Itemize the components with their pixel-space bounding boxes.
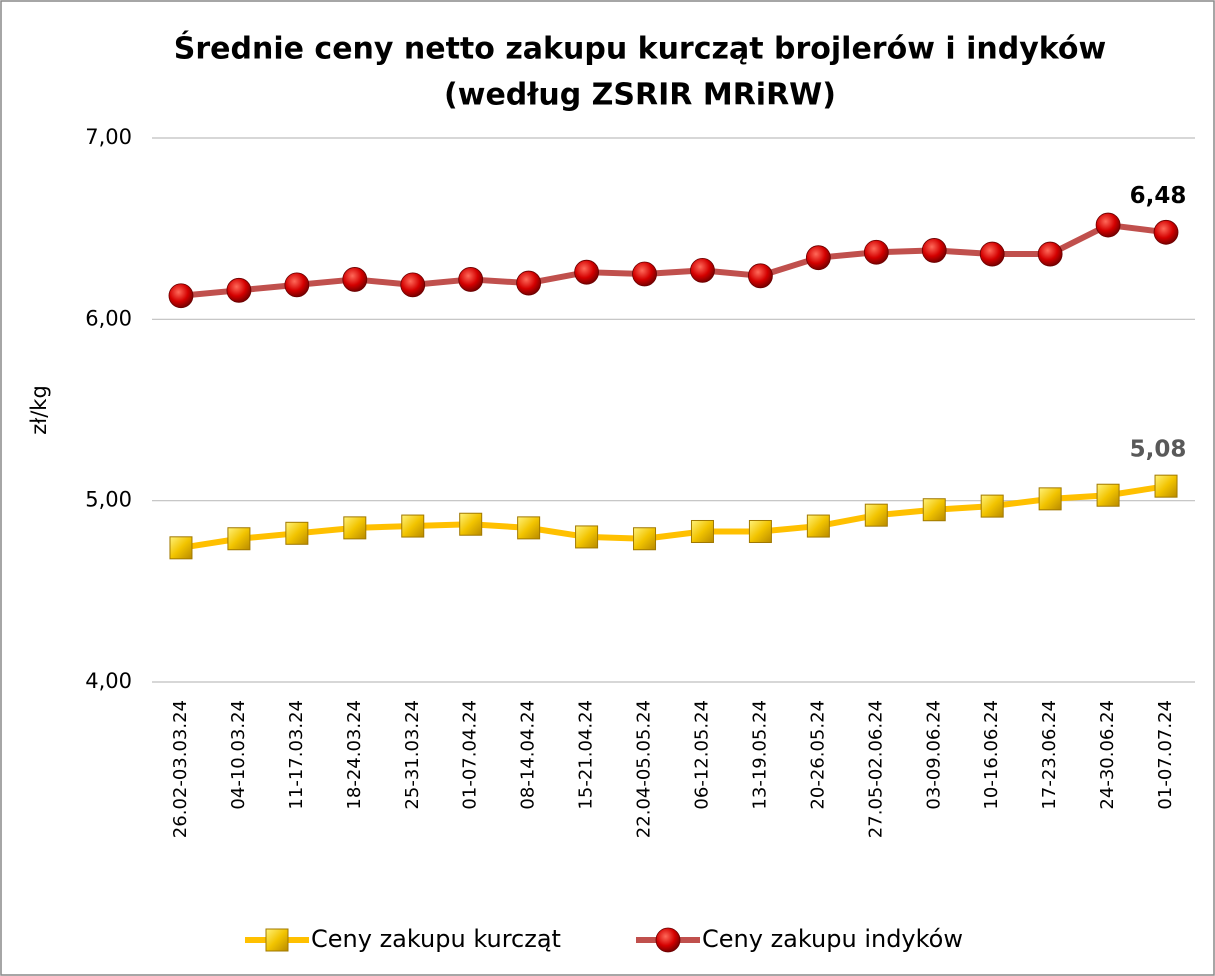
data-point [284, 272, 310, 298]
data-point [748, 263, 773, 289]
data-point [400, 272, 426, 298]
data-point [979, 241, 1005, 267]
x-tick-label: 10-16.06.24 [981, 700, 1002, 810]
data-point [806, 514, 830, 538]
data-point [516, 270, 542, 296]
data-point [922, 498, 946, 522]
data-point [633, 527, 657, 551]
x-tick-label: 11-17.03.24 [286, 700, 307, 810]
data-label: 6,48 [1130, 183, 1187, 209]
data-point [458, 267, 484, 292]
data-point [1153, 219, 1179, 245]
x-tick-label: 13-19.05.24 [749, 700, 770, 810]
data-point [690, 257, 715, 283]
data-point [1038, 487, 1062, 511]
chart-subtitle: (według ZSRIR MRiRW) [444, 78, 836, 113]
data-point [980, 494, 1004, 518]
data-point [169, 536, 193, 560]
data-point [863, 239, 889, 265]
chart-title: Średnie ceny netto zakupu kurcząt brojle… [174, 30, 1106, 67]
x-tick-label: 08-14.04.24 [518, 700, 539, 810]
x-tick-label: 06-12.05.24 [691, 700, 712, 810]
x-tick-label: 04-10.03.24 [228, 700, 249, 810]
data-point [864, 503, 888, 527]
data-point [285, 521, 309, 545]
x-tick-label: 15-21.04.24 [576, 700, 597, 810]
data-point [1037, 241, 1063, 267]
data-label: 5,08 [1130, 437, 1187, 463]
data-point [227, 527, 251, 551]
x-tick-label: 18-24.03.24 [344, 700, 365, 810]
x-tick-label: 26.02-03.03.24 [170, 700, 191, 838]
data-point [574, 259, 599, 285]
data-point [517, 516, 541, 540]
y-tick-label: 5,00 [85, 488, 132, 512]
data-point [1154, 474, 1178, 498]
x-tick-label: 01-07.07.24 [1155, 700, 1176, 810]
data-point [401, 514, 425, 538]
x-tick-label: 03-09.06.24 [923, 700, 944, 810]
x-tick-label: 25-31.03.24 [402, 700, 423, 810]
data-point [342, 267, 368, 292]
legend-marker [655, 927, 681, 953]
x-tick-label: 24-30.06.24 [1097, 700, 1118, 810]
data-point [459, 512, 483, 536]
data-point [748, 519, 772, 543]
data-point [632, 261, 657, 287]
y-tick-label: 6,00 [85, 306, 132, 330]
legend-label: Ceny zakupu kurcząt [311, 925, 561, 953]
x-tick-label: 22.04-05.05.24 [634, 700, 655, 838]
data-point [1096, 483, 1120, 507]
legend-item: Ceny zakupu indyków [636, 925, 963, 953]
data-point [168, 283, 194, 309]
y-tick-label: 7,00 [85, 125, 132, 149]
data-point [690, 519, 714, 543]
data-point [921, 238, 947, 263]
legend-label: Ceny zakupu indyków [702, 925, 963, 953]
y-axis-label: zł/kg [27, 385, 51, 435]
x-tick-label: 17-23.06.24 [1039, 700, 1060, 810]
data-point [575, 525, 599, 549]
legend-marker [265, 928, 289, 952]
y-tick-label: 4,00 [85, 669, 132, 693]
x-tick-label: 01-07.04.24 [460, 700, 481, 810]
data-point [343, 516, 367, 540]
data-point [1095, 212, 1121, 238]
data-point [805, 245, 831, 271]
x-tick-label: 27.05-02.06.24 [865, 700, 886, 838]
legend-item: Ceny zakupu kurcząt [245, 925, 561, 953]
data-point [226, 277, 252, 303]
x-tick-label: 20-26.05.24 [807, 700, 828, 810]
